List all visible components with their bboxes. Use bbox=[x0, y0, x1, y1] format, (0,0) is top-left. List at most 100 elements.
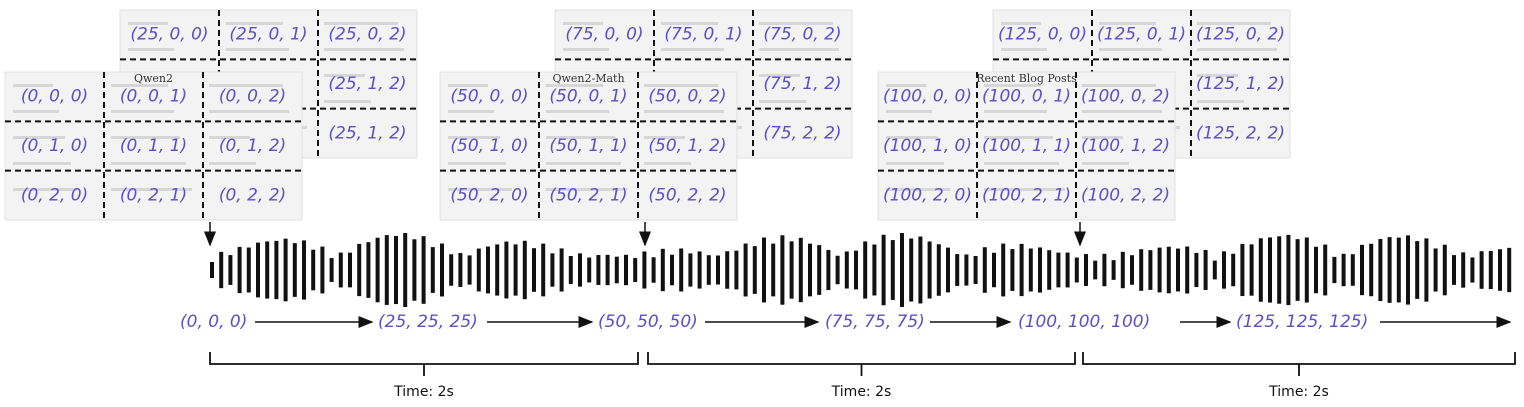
page-text-line bbox=[1001, 48, 1047, 51]
page-text-line bbox=[1099, 48, 1162, 51]
timestamp-label: (75, 75, 75) bbox=[825, 312, 925, 332]
waveform-bar bbox=[1304, 237, 1309, 303]
page-text-line bbox=[1082, 136, 1123, 139]
waveform-bar bbox=[817, 245, 822, 295]
page-text-line bbox=[563, 22, 603, 25]
page-text-line bbox=[128, 22, 168, 25]
waveform-bar bbox=[1038, 247, 1042, 293]
page-text-line bbox=[644, 162, 691, 165]
waveform-bar bbox=[1185, 246, 1190, 294]
page-text-line bbox=[226, 48, 289, 51]
patch-position-label: (50, 2, 1) bbox=[549, 185, 627, 205]
page-text-line bbox=[546, 162, 621, 165]
waveform-bar bbox=[292, 243, 297, 297]
waveform-bar bbox=[1130, 255, 1134, 285]
waveform-bar bbox=[973, 256, 978, 284]
page-text-line bbox=[1082, 110, 1162, 113]
waveform-bar bbox=[1461, 252, 1466, 288]
waveform-bar bbox=[1001, 243, 1006, 297]
patch-position-label: (50, 0, 0) bbox=[450, 87, 528, 107]
waveform-bar bbox=[1166, 246, 1171, 294]
waveform-bar bbox=[1424, 238, 1429, 302]
waveform-bar bbox=[982, 247, 987, 293]
page-text-line bbox=[546, 84, 603, 87]
patch-position-label: (75, 0, 2) bbox=[763, 25, 841, 45]
timestamp-label: (25, 25, 25) bbox=[378, 312, 478, 332]
patch-position-label: (100, 1, 0) bbox=[883, 136, 972, 156]
timestamp-label: (50, 50, 50) bbox=[598, 312, 698, 332]
page-text-line bbox=[886, 136, 938, 139]
waveform-bar bbox=[1212, 260, 1217, 280]
waveform-bar bbox=[596, 255, 601, 285]
waveform-bar bbox=[449, 254, 454, 286]
patch-position-label: (25, 1, 2) bbox=[328, 123, 406, 143]
waveform-bar bbox=[283, 238, 288, 302]
waveform-bar bbox=[1093, 260, 1098, 280]
patch-position-label: (50, 0, 1) bbox=[549, 87, 627, 107]
page-text-line bbox=[448, 188, 512, 191]
waveform-bar bbox=[872, 244, 877, 296]
waveform-bar bbox=[1258, 238, 1263, 302]
page-text-line bbox=[984, 110, 1047, 113]
waveform-bar bbox=[679, 248, 684, 292]
waveform-bar bbox=[1350, 254, 1355, 286]
patch-position-label: (50, 2, 0) bbox=[450, 185, 528, 205]
page-text-line bbox=[13, 188, 77, 191]
frame-background bbox=[4, 71, 303, 221]
page-text-line bbox=[1197, 48, 1277, 51]
waveform-bar bbox=[1415, 241, 1420, 299]
waveform-bar bbox=[1433, 248, 1438, 292]
page-text-line bbox=[644, 136, 685, 139]
waveform-bar bbox=[927, 241, 932, 299]
page-text-line bbox=[448, 84, 488, 87]
waveform-bar bbox=[568, 256, 573, 284]
patch-position-label: (125, 2, 2) bbox=[1196, 123, 1285, 143]
waveform-bar bbox=[458, 253, 463, 287]
waveform-bar bbox=[384, 235, 389, 305]
waveform-bar bbox=[780, 235, 785, 305]
waveform-bar bbox=[1157, 247, 1162, 293]
waveform-bar bbox=[706, 255, 711, 285]
frame-caption: Qwen2 bbox=[134, 72, 173, 85]
waveform-bar bbox=[964, 254, 969, 286]
waveform-bar bbox=[504, 241, 509, 299]
page-text-line bbox=[1099, 22, 1156, 25]
patch-position-label: (125, 0, 1) bbox=[1097, 25, 1186, 45]
patch-position-label: (0, 2, 2) bbox=[219, 185, 286, 205]
patch-position-label: (0, 0, 1) bbox=[120, 87, 187, 107]
page-text-line bbox=[563, 48, 609, 51]
waveform-bar bbox=[1176, 248, 1180, 292]
page-text-line bbox=[984, 136, 1053, 139]
brace bbox=[209, 352, 639, 376]
page-text-line bbox=[984, 162, 1059, 165]
waveform-bar bbox=[743, 243, 748, 297]
waveform-bar bbox=[1047, 250, 1052, 290]
waveform-bar bbox=[219, 251, 224, 289]
waveform-bar bbox=[1470, 257, 1475, 283]
video-frame: Recent Blog Posts (100, 0, 0) (100, 0, 1) (… bbox=[877, 71, 1176, 221]
waveform-bar bbox=[329, 258, 334, 282]
waveform-bar bbox=[670, 254, 674, 286]
waveform-bar bbox=[587, 257, 592, 283]
waveform-bar bbox=[228, 255, 233, 285]
page-text-line bbox=[644, 84, 718, 87]
waveform-bar bbox=[338, 252, 343, 288]
waveform-bar bbox=[697, 251, 702, 289]
patch-position-label: (100, 2, 1) bbox=[982, 185, 1071, 205]
page-text-line bbox=[661, 22, 718, 25]
page-text-line bbox=[209, 162, 256, 165]
waveform-bar bbox=[403, 233, 408, 307]
waveform-bar bbox=[614, 256, 619, 284]
waveform-bar bbox=[476, 248, 481, 292]
waveform-bar bbox=[495, 244, 500, 296]
patch-position-label: (75, 1, 2) bbox=[763, 74, 841, 94]
patch-position-label: (0, 1, 2) bbox=[219, 136, 286, 156]
page-text-line bbox=[1197, 22, 1271, 25]
waveform-bar bbox=[789, 241, 794, 299]
waveform-bar bbox=[1452, 255, 1456, 285]
waveform-bar bbox=[1442, 244, 1447, 296]
brace bbox=[1082, 352, 1516, 376]
patch-position-label: (0, 2, 0) bbox=[21, 185, 88, 205]
waveform-bar bbox=[1222, 251, 1226, 289]
waveform-bar bbox=[1323, 244, 1328, 296]
